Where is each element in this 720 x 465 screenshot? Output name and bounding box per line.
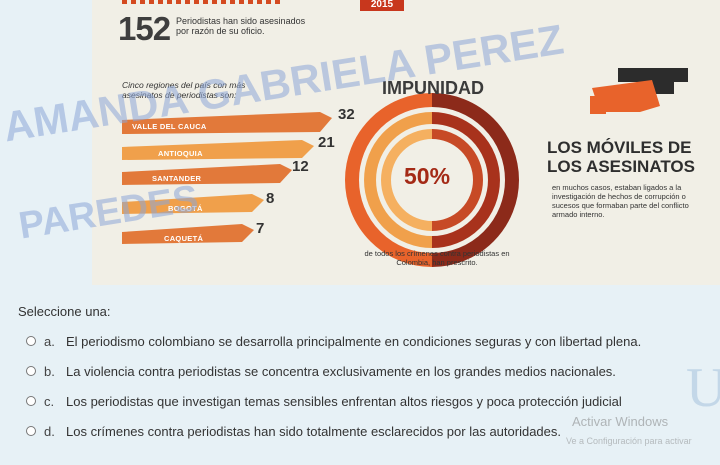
university-logo: U: [686, 357, 720, 419]
activate-windows-subtext: Ve a Configuración para activar: [566, 436, 692, 446]
impunidad-ring-inner-left: [381, 129, 433, 231]
option-letter: c.: [44, 393, 55, 409]
impunidad-title: IMPUNIDAD: [382, 78, 484, 98]
dotted-rule: [122, 0, 282, 4]
region-label-2: SANTANDER: [152, 174, 202, 183]
option-letter: b.: [44, 363, 55, 379]
arrow-antioquia: [122, 140, 314, 160]
year-badge: 2015: [360, 0, 404, 11]
regions-title: Cinco regiones del país con más asesinat…: [122, 80, 246, 100]
radio-d[interactable]: [26, 426, 36, 436]
option-text: Los crímenes contra periodistas han sido…: [66, 423, 561, 439]
region-value-3: 8: [266, 190, 275, 207]
region-label-3: BOGOTÁ: [168, 204, 203, 213]
infographic-image: 2015 152 Periodistas han sido asesinados…: [92, 0, 720, 285]
option-letter: d.: [44, 423, 55, 439]
option-b[interactable]: b. La violencia contra periodistas se co…: [26, 361, 616, 381]
impunidad-ring-mid-left: [364, 112, 433, 248]
question-prompt: Seleccione una:: [18, 304, 111, 319]
region-value-1: 21: [318, 134, 335, 151]
region-value-2: 12: [292, 158, 309, 175]
arrow-bogota: [122, 194, 264, 214]
region-label-0: VALLE DEL CAUCA: [132, 122, 207, 131]
impunidad-ring-outer-right: [431, 93, 519, 267]
option-d[interactable]: d. Los crímenes contra periodistas han s…: [26, 421, 561, 441]
regions-arrows: [122, 68, 688, 267]
option-letter: a.: [44, 333, 55, 349]
option-a[interactable]: a. El periodismo colombiano se desarroll…: [26, 331, 641, 351]
option-c[interactable]: c. Los periodistas que investigan temas …: [26, 391, 622, 411]
option-text: Los periodistas que investigan temas sen…: [66, 393, 622, 409]
option-text: La violencia contra periodistas se conce…: [66, 363, 616, 379]
arrow-caqueta: [122, 224, 254, 244]
radio-c[interactable]: [26, 396, 36, 406]
arrow-valle-del-cauca: [122, 112, 332, 134]
moviles-title: LOS MÓVILES DE LOS ASESINATOS: [547, 138, 695, 176]
moviles-title-line1: LOS MÓVILES DE: [547, 138, 692, 157]
impunidad-note: de todos los crímenes contra periodistas…: [364, 249, 510, 267]
region-value-4: 7: [256, 220, 265, 237]
impunidad-ring-outer-left: [345, 93, 433, 267]
radio-a[interactable]: [26, 336, 36, 346]
radio-b[interactable]: [26, 366, 36, 376]
arrow-santander: [122, 164, 292, 185]
region-value-0: 32: [338, 106, 355, 123]
headline-text: Periodistas han sido asesinados por razó…: [176, 16, 306, 36]
impunidad-ring-mid-right: [431, 112, 500, 248]
impunidad-percent: 50%: [404, 163, 451, 189]
moviles-title-line2: LOS ASESINATOS: [547, 157, 695, 176]
moviles-text: en muchos casos, estaban ligados a la in…: [552, 183, 689, 219]
gun-icon: [590, 68, 688, 114]
region-label-4: CAQUETÁ: [164, 234, 204, 243]
region-label-1: ANTIOQUIA: [158, 149, 203, 158]
impunidad-ring-inner-right: [431, 129, 483, 231]
option-text: El periodismo colombiano se desarrolla p…: [66, 333, 642, 349]
headline-number: 152: [118, 10, 171, 47]
activate-windows-text: Activar Windows: [572, 414, 669, 429]
